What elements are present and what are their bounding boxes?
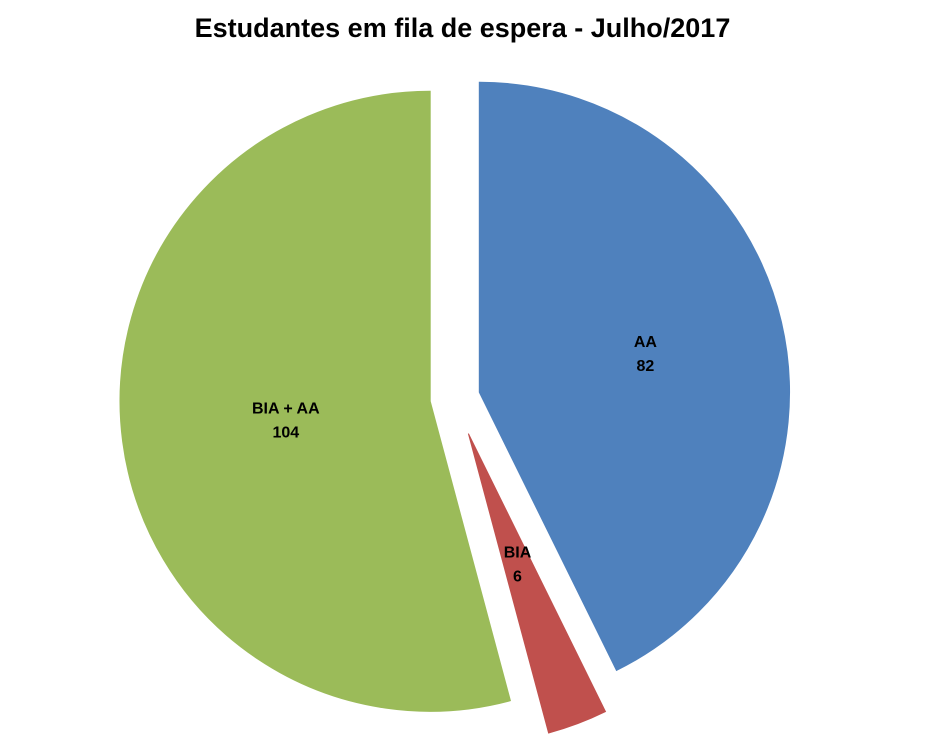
chart-title: Estudantes em fila de espera - Julho/201… bbox=[194, 13, 731, 43]
pie-slice-aa bbox=[478, 81, 790, 672]
slice-label: BIA + AA bbox=[252, 401, 320, 418]
pie-slice-bia bbox=[467, 433, 607, 734]
pie-slice-bia-aa bbox=[119, 90, 512, 712]
slice-label: 104 bbox=[272, 425, 299, 442]
slice-label: BIA bbox=[504, 544, 532, 561]
slice-label: 6 bbox=[513, 568, 522, 585]
slice-label: 82 bbox=[637, 358, 655, 375]
slice-label: AA bbox=[634, 334, 658, 351]
